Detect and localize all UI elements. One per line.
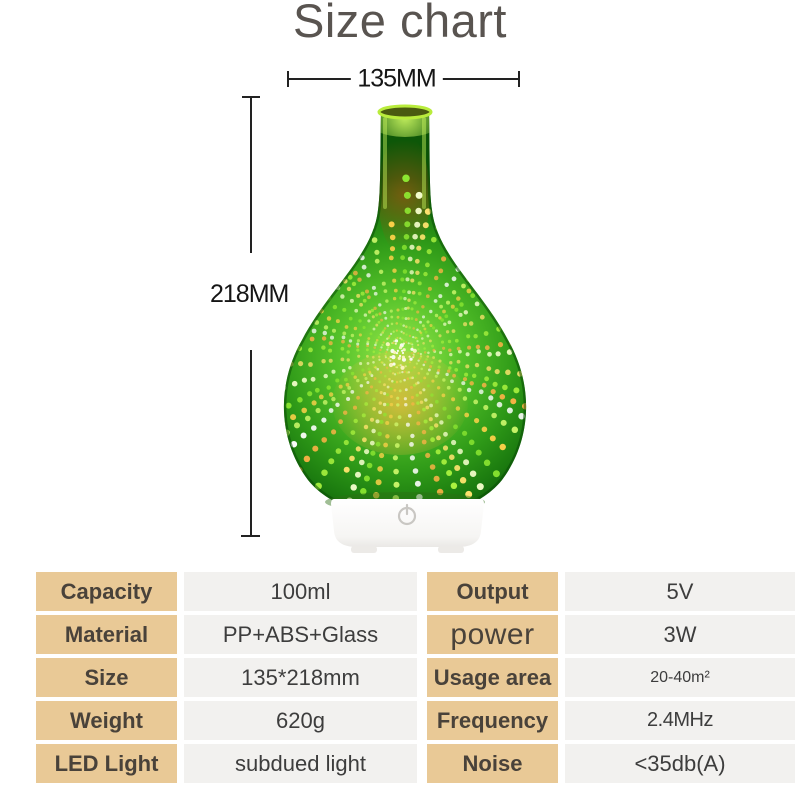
dimension-tick-bottom: [241, 535, 260, 537]
spec-value-material: PP+ABS+Glass: [184, 615, 417, 654]
width-dimension-label: 135MM: [350, 64, 443, 94]
width-dimension-line: 135MM: [287, 64, 520, 94]
diffuser-base: [325, 492, 485, 553]
vase-top-opening: [377, 104, 433, 120]
spec-label-led-light: LED Light: [36, 744, 177, 783]
spec-value-usage-area: 20-40m²: [565, 658, 795, 697]
dimension-tick-right: [518, 71, 520, 87]
spec-value-frequency: 2.4MHz: [565, 701, 795, 740]
page-title: Size chart: [293, 0, 507, 47]
spec-label-capacity: Capacity: [36, 572, 177, 611]
spec-table: Capacity 100ml Output 5V Material PP+ABS…: [36, 572, 795, 783]
spec-value-weight: 620g: [184, 701, 417, 740]
spec-value-led-light: subdued light: [184, 744, 417, 783]
power-button-icon: [397, 503, 417, 526]
glass-vase-body: [283, 104, 527, 515]
spec-label-size: Size: [36, 658, 177, 697]
spec-label-noise: Noise: [427, 744, 558, 783]
dimension-line-vertical-upper: [250, 97, 252, 253]
spec-value-output: 5V: [565, 572, 795, 611]
spec-label-output: Output: [427, 572, 558, 611]
spec-value-power: 3W: [565, 615, 795, 654]
spec-label-power: power: [427, 615, 558, 654]
spec-label-weight: Weight: [36, 701, 177, 740]
spec-label-material: Material: [36, 615, 177, 654]
spec-label-frequency: Frequency: [427, 701, 558, 740]
dimension-line-vertical-lower: [250, 350, 252, 536]
spec-label-usage-area: Usage area: [427, 658, 558, 697]
spec-value-capacity: 100ml: [184, 572, 417, 611]
spec-value-size: 135*218mm: [184, 658, 417, 697]
diffuser-product-image: [283, 104, 527, 553]
spec-value-noise: <35db(A): [565, 744, 795, 783]
height-dimension-label: 218MM: [210, 280, 289, 308]
